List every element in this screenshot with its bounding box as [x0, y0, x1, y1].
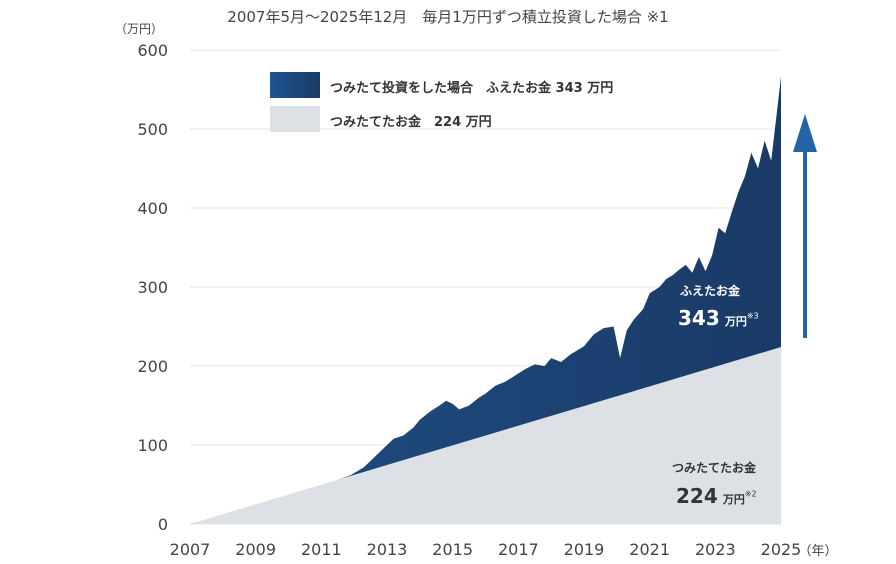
saved-annotation-value: 224	[676, 484, 718, 508]
saved-annotation-note: ※2	[744, 489, 757, 499]
x-tick-label: 2007	[170, 540, 211, 559]
x-tick-label: 2019	[564, 540, 605, 559]
y-tick-label: 500	[137, 120, 168, 139]
y-tick-label: 600	[137, 41, 168, 60]
y-tick-label: 0	[158, 515, 168, 534]
saved-annotation-unit: 万円	[722, 493, 745, 506]
x-tick-label: 2025	[761, 540, 802, 559]
x-axis-label: （年）	[798, 544, 837, 559]
gain-annotation-unit: 万円	[724, 315, 747, 328]
saved-annotation-label: つみたてたお金	[672, 461, 757, 475]
y-tick-label: 400	[137, 199, 168, 218]
y-tick-label: 200	[137, 357, 168, 376]
x-tick-label: 2021	[629, 540, 670, 559]
x-tick-label: 2013	[367, 540, 408, 559]
legend-swatch-saved	[270, 106, 320, 132]
y-tick-label: 100	[137, 436, 168, 455]
gain-annotation-label: ふえたお金	[680, 284, 741, 298]
y-tick-label: 300	[137, 278, 168, 297]
chart-title: 2007年5月〜2025年12月 毎月1万円ずつ積立投資した場合 ※1	[227, 8, 669, 26]
x-tick-label: 2015	[432, 540, 473, 559]
gain-arrow-head	[793, 114, 817, 152]
series-area-saved	[190, 347, 781, 524]
y-axis-label: （万円）	[115, 22, 163, 36]
legend-swatch-invest	[270, 72, 320, 98]
x-tick-label: 2011	[301, 540, 342, 559]
legend-label-invest: つみたて投資をした場合 ふえたお金 343 万円	[330, 81, 614, 96]
gain-annotation-value: 343	[678, 306, 720, 330]
x-tick-label: 2009	[235, 540, 276, 559]
gain-annotation-note: ※3	[746, 311, 759, 321]
gain-annotation-value-row: 343 万円※3	[678, 306, 759, 330]
x-tick-label: 2023	[695, 540, 736, 559]
saved-annotation-value-row: 224 万円※2	[676, 484, 757, 508]
x-tick-label: 2017	[498, 540, 539, 559]
legend-label-saved: つみたてたお金 224 万円	[330, 115, 492, 130]
